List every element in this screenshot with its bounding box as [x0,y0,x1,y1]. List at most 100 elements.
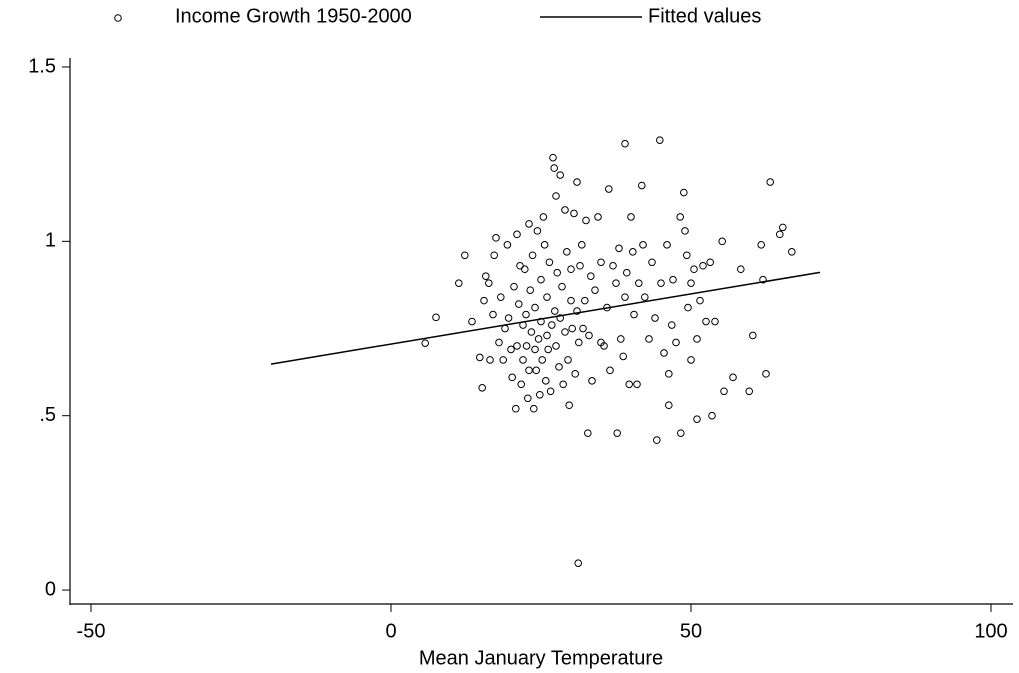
scatter-point [776,230,784,239]
scatter-point [553,268,562,277]
scatter-point [565,401,574,410]
scatter-point [568,324,577,333]
scatter-point [480,296,488,305]
scatter-point [538,356,547,364]
scatter-point [544,345,553,354]
scatter-point [476,353,484,362]
scatter-point [543,331,551,340]
scatter-point [630,310,638,319]
scatter-point [537,275,545,284]
y-tick-label: 1.5 [28,55,56,77]
scatter-point [517,380,526,389]
x-tick-label: 50 [680,620,702,642]
scatter-point [571,370,580,378]
x-axis-title: Mean January Temperature [419,647,663,669]
scatter-point [687,356,695,364]
scatter-point [501,324,509,333]
scatter-point [681,227,689,235]
scatter-point [745,387,754,396]
scatter-point [759,275,767,284]
scatter-point [492,234,500,242]
scatter-point [693,335,701,343]
scatter-point [508,373,517,382]
scatter-point [609,261,617,270]
scatter-point [578,241,586,249]
scatter-point [507,345,515,354]
scatter-point [606,366,614,375]
scatter-point [528,251,537,260]
scatter-point [585,331,593,340]
scatter-point [651,314,659,322]
scatter-point [621,139,629,148]
scatter-point [564,356,572,364]
scatter-point [699,261,707,270]
scatter-point [579,324,587,333]
scatter-point [490,251,499,260]
scatter-point [495,338,503,347]
scatter-point [648,258,656,267]
scatter-point [486,356,494,364]
scatter-point [532,366,541,375]
scatter-point [718,237,727,246]
scatter-point [690,265,698,274]
scatter-point [534,335,543,343]
scatter-point [567,265,575,274]
scatter-point [621,293,629,301]
scatter-point [531,345,539,354]
scatter-point [684,303,692,312]
scatter-point [503,241,512,249]
legend-marker [114,14,122,22]
scatter-point [524,394,532,403]
scatter-point [461,251,469,260]
scatter-point [645,335,653,343]
scatter-point [683,251,691,260]
scatter-point [561,328,569,336]
scatter-point [669,275,677,284]
scatter-point [588,377,596,385]
scatter-point [600,342,608,350]
scatter-point [762,370,770,378]
scatter-point [548,321,556,329]
scatter-point [638,181,646,190]
scatter-point [657,279,665,287]
legend-label: Fitted values [648,5,761,27]
scatter-point [779,223,787,232]
scatter-point [720,387,728,396]
scatter-point [653,436,661,444]
scatter-point [613,429,622,437]
scatter-point [515,300,523,308]
scatter-point [527,328,536,336]
scatter-point [489,310,497,319]
scatter-point [561,206,569,214]
scatter-point [656,136,664,145]
scatter-point [711,317,719,326]
scatter-point [629,247,637,256]
scatter-point [575,338,583,347]
scatter-point [516,261,524,270]
scatter-point [573,178,581,186]
scatter-point [677,429,685,437]
scatter-point [676,213,685,221]
fitted-line [270,271,821,365]
scatter-point [660,349,668,357]
scatter-point [687,279,695,287]
scatter-point [633,380,641,389]
scatter-point [680,188,688,197]
scatter-point [594,213,602,221]
x-tick-label: 100 [974,620,1007,642]
scatter-point [627,213,635,221]
scatter-point [729,373,737,382]
scatter-point [558,282,566,291]
scatter-point [574,559,583,568]
scatter-point [540,241,549,249]
scatter-point [605,185,613,193]
scatter-point [550,164,559,172]
scatter-point [665,370,673,378]
scatter-point [665,401,673,410]
scatter-point [757,241,766,249]
scatter-point [551,307,559,315]
scatter-point [573,307,581,315]
scatter-point [672,338,680,347]
scatter-point [635,279,643,287]
scatter-point [591,286,599,294]
